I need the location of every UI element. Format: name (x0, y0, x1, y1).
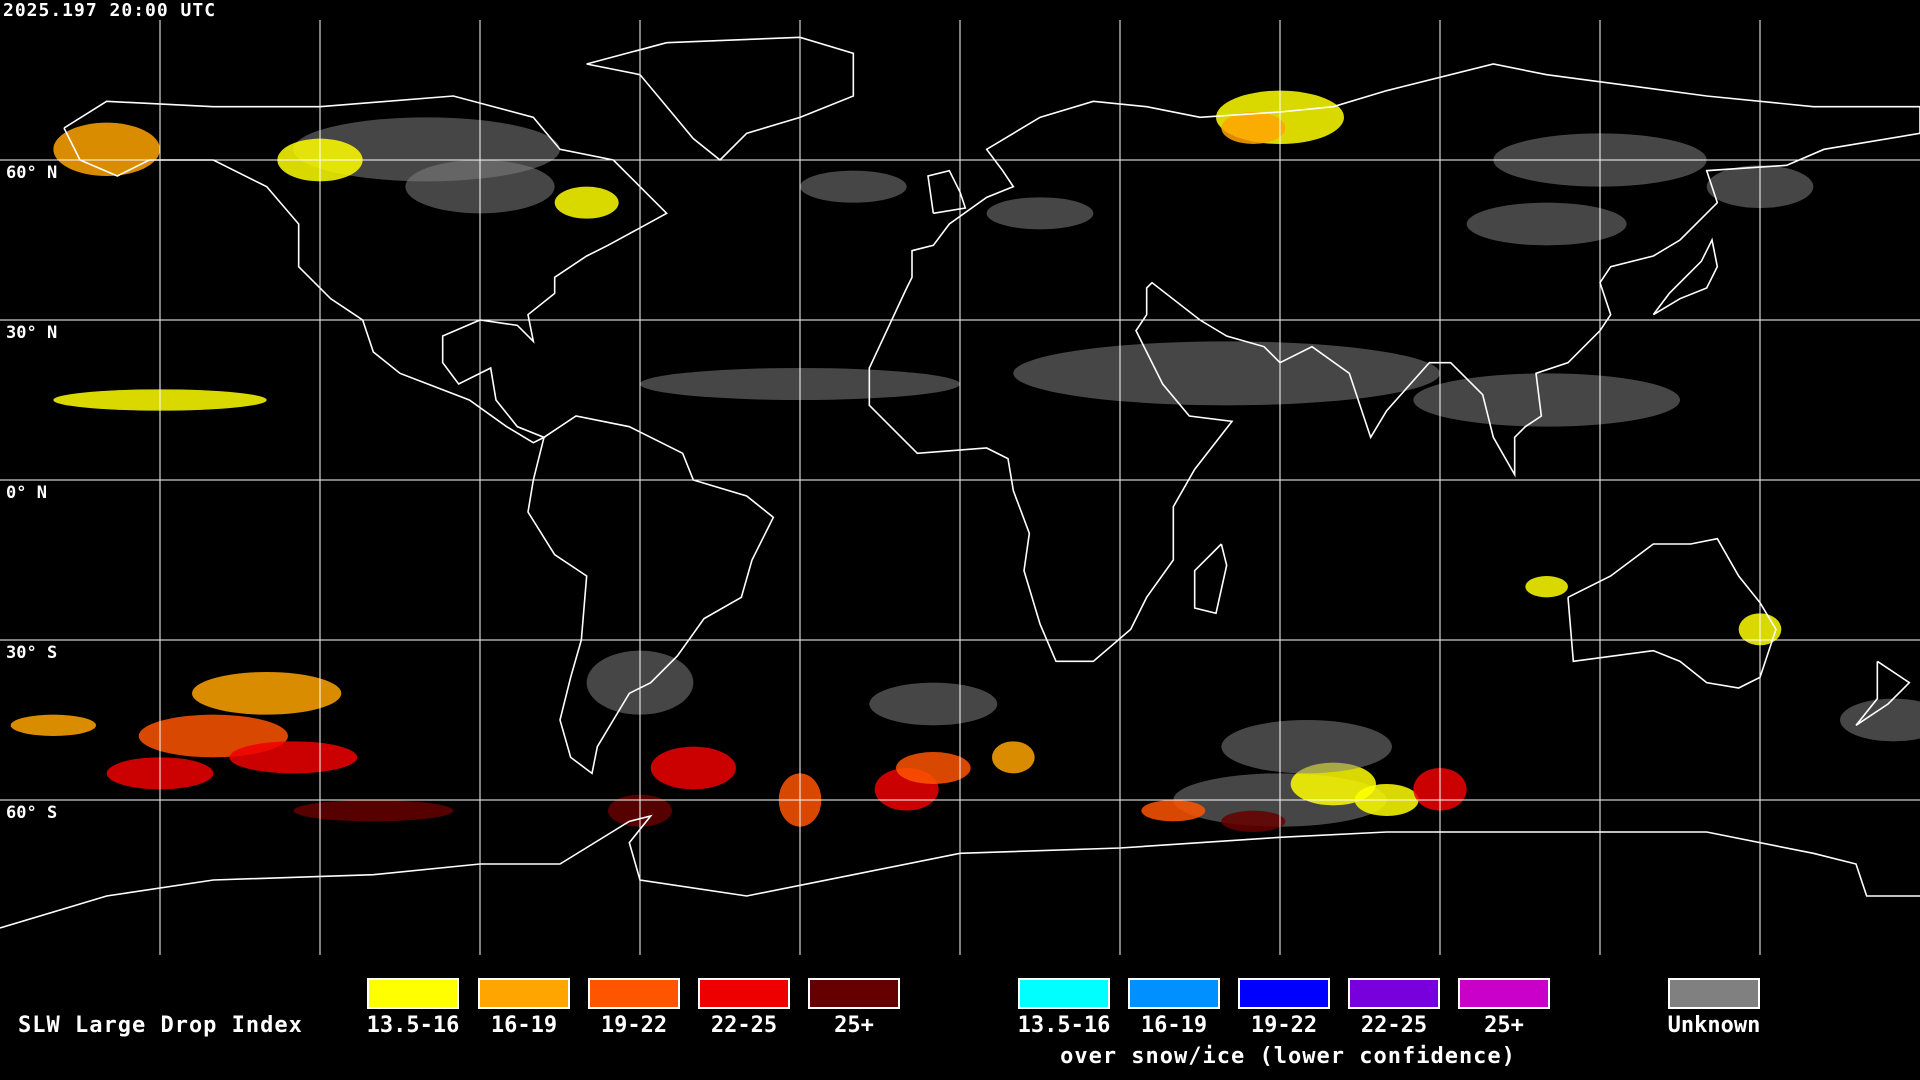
unknown-region (869, 682, 998, 726)
lat-label-30s: 30° S (6, 643, 58, 663)
slw-region (53, 122, 160, 176)
slw-region (992, 741, 1035, 774)
coastline-new-zealand (1855, 660, 1911, 726)
snow-ice-caption: over snow/ice (lower confidence) (1060, 1044, 1516, 1069)
slw-region (896, 752, 971, 784)
unknown-region (1221, 720, 1392, 774)
legend-label: 13.5-16 (1017, 1013, 1111, 1038)
slw-region (650, 746, 736, 790)
slw-region (1290, 762, 1376, 806)
unknown-region (1466, 202, 1627, 246)
lat-lon-grid (0, 20, 1920, 955)
coastline-japan (1652, 237, 1719, 316)
legend-swatch-cyan (1018, 978, 1110, 1009)
coastline-south-america (527, 415, 775, 775)
legend-label: 13.5-16 (366, 1013, 460, 1038)
lat-label-60s: 60° S (6, 803, 58, 823)
legend-swatch-orange (478, 978, 570, 1009)
legend-label: 25+ (1484, 1013, 1524, 1038)
legend-swatch-violet (1348, 978, 1440, 1009)
legend-label: 16-19 (490, 1013, 558, 1038)
slw-region (192, 672, 342, 715)
legend-label-unknown: Unknown (1667, 1013, 1761, 1038)
coastline-greenland (586, 36, 855, 162)
lat-label-0n: 0° N (6, 483, 47, 503)
legend-label: 22-25 (710, 1013, 778, 1038)
coastline-antarctica (0, 814, 1920, 929)
coastline-north-america (63, 95, 668, 444)
slw-region (1221, 112, 1286, 144)
coastline-australia (1567, 537, 1777, 689)
slw-region (10, 714, 96, 736)
legend-swatch-yellow (367, 978, 459, 1009)
legend-label: 19-22 (1250, 1013, 1318, 1038)
coastline-eurasia-africa (868, 63, 1920, 663)
slw-region (1221, 810, 1286, 832)
legend-swatch-magenta (1458, 978, 1550, 1009)
slw-region (554, 186, 619, 219)
legend-swatch-light-blue (1128, 978, 1220, 1009)
slw-region (1525, 576, 1568, 598)
timestamp: 2025.197 20:00 UTC (3, 0, 217, 21)
slw-data-layer (10, 90, 1920, 832)
legend-swatch-blue (1238, 978, 1330, 1009)
unknown-region (1013, 341, 1440, 406)
legend-swatch-red (698, 978, 790, 1009)
unknown-region (800, 170, 907, 203)
lat-label-60n: 60° N (6, 163, 58, 183)
unknown-region (1840, 698, 1920, 742)
unknown-region (1413, 373, 1680, 427)
coastline-madagascar (1193, 543, 1228, 615)
legend-label: 25+ (834, 1013, 874, 1038)
legend-label: 19-22 (600, 1013, 668, 1038)
unknown-region (986, 197, 1094, 230)
slw-region (229, 741, 358, 774)
legend-swatch-unknown (1668, 978, 1760, 1009)
lat-label-30n: 30° N (6, 323, 58, 343)
slw-region (1141, 800, 1206, 822)
legend-swatch-dark-red (808, 978, 900, 1009)
slw-map (0, 20, 1920, 955)
slw-region (293, 800, 454, 822)
legend-swatch-red-orange (588, 978, 680, 1009)
legend: SLW Large Drop Index 13.5-16 16-19 19-22… (0, 960, 1920, 1080)
legend-title: SLW Large Drop Index (18, 1013, 303, 1038)
legend-label: 16-19 (1140, 1013, 1208, 1038)
legend-label: 22-25 (1360, 1013, 1428, 1038)
